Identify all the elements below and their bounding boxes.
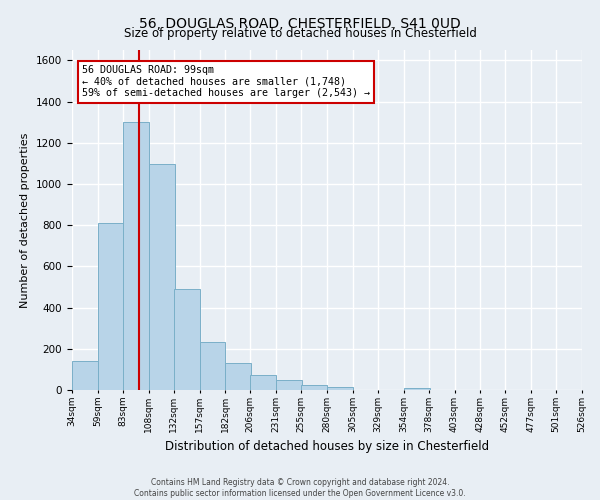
Bar bbox=[250, 374, 276, 390]
Text: Contains HM Land Registry data © Crown copyright and database right 2024.
Contai: Contains HM Land Registry data © Crown c… bbox=[134, 478, 466, 498]
Bar bbox=[123, 122, 149, 390]
Bar bbox=[301, 385, 327, 390]
Bar bbox=[404, 388, 430, 390]
Bar bbox=[173, 289, 199, 390]
Bar bbox=[98, 223, 124, 390]
Bar bbox=[199, 342, 226, 390]
Bar bbox=[327, 387, 353, 390]
Bar bbox=[276, 380, 302, 390]
Text: 56, DOUGLAS ROAD, CHESTERFIELD, S41 0UD: 56, DOUGLAS ROAD, CHESTERFIELD, S41 0UD bbox=[139, 18, 461, 32]
Bar bbox=[226, 363, 251, 390]
Bar bbox=[72, 361, 98, 390]
Text: 56 DOUGLAS ROAD: 99sqm
← 40% of detached houses are smaller (1,748)
59% of semi-: 56 DOUGLAS ROAD: 99sqm ← 40% of detached… bbox=[82, 66, 370, 98]
X-axis label: Distribution of detached houses by size in Chesterfield: Distribution of detached houses by size … bbox=[165, 440, 489, 454]
Bar bbox=[149, 164, 175, 390]
Text: Size of property relative to detached houses in Chesterfield: Size of property relative to detached ho… bbox=[124, 28, 476, 40]
Y-axis label: Number of detached properties: Number of detached properties bbox=[20, 132, 31, 308]
